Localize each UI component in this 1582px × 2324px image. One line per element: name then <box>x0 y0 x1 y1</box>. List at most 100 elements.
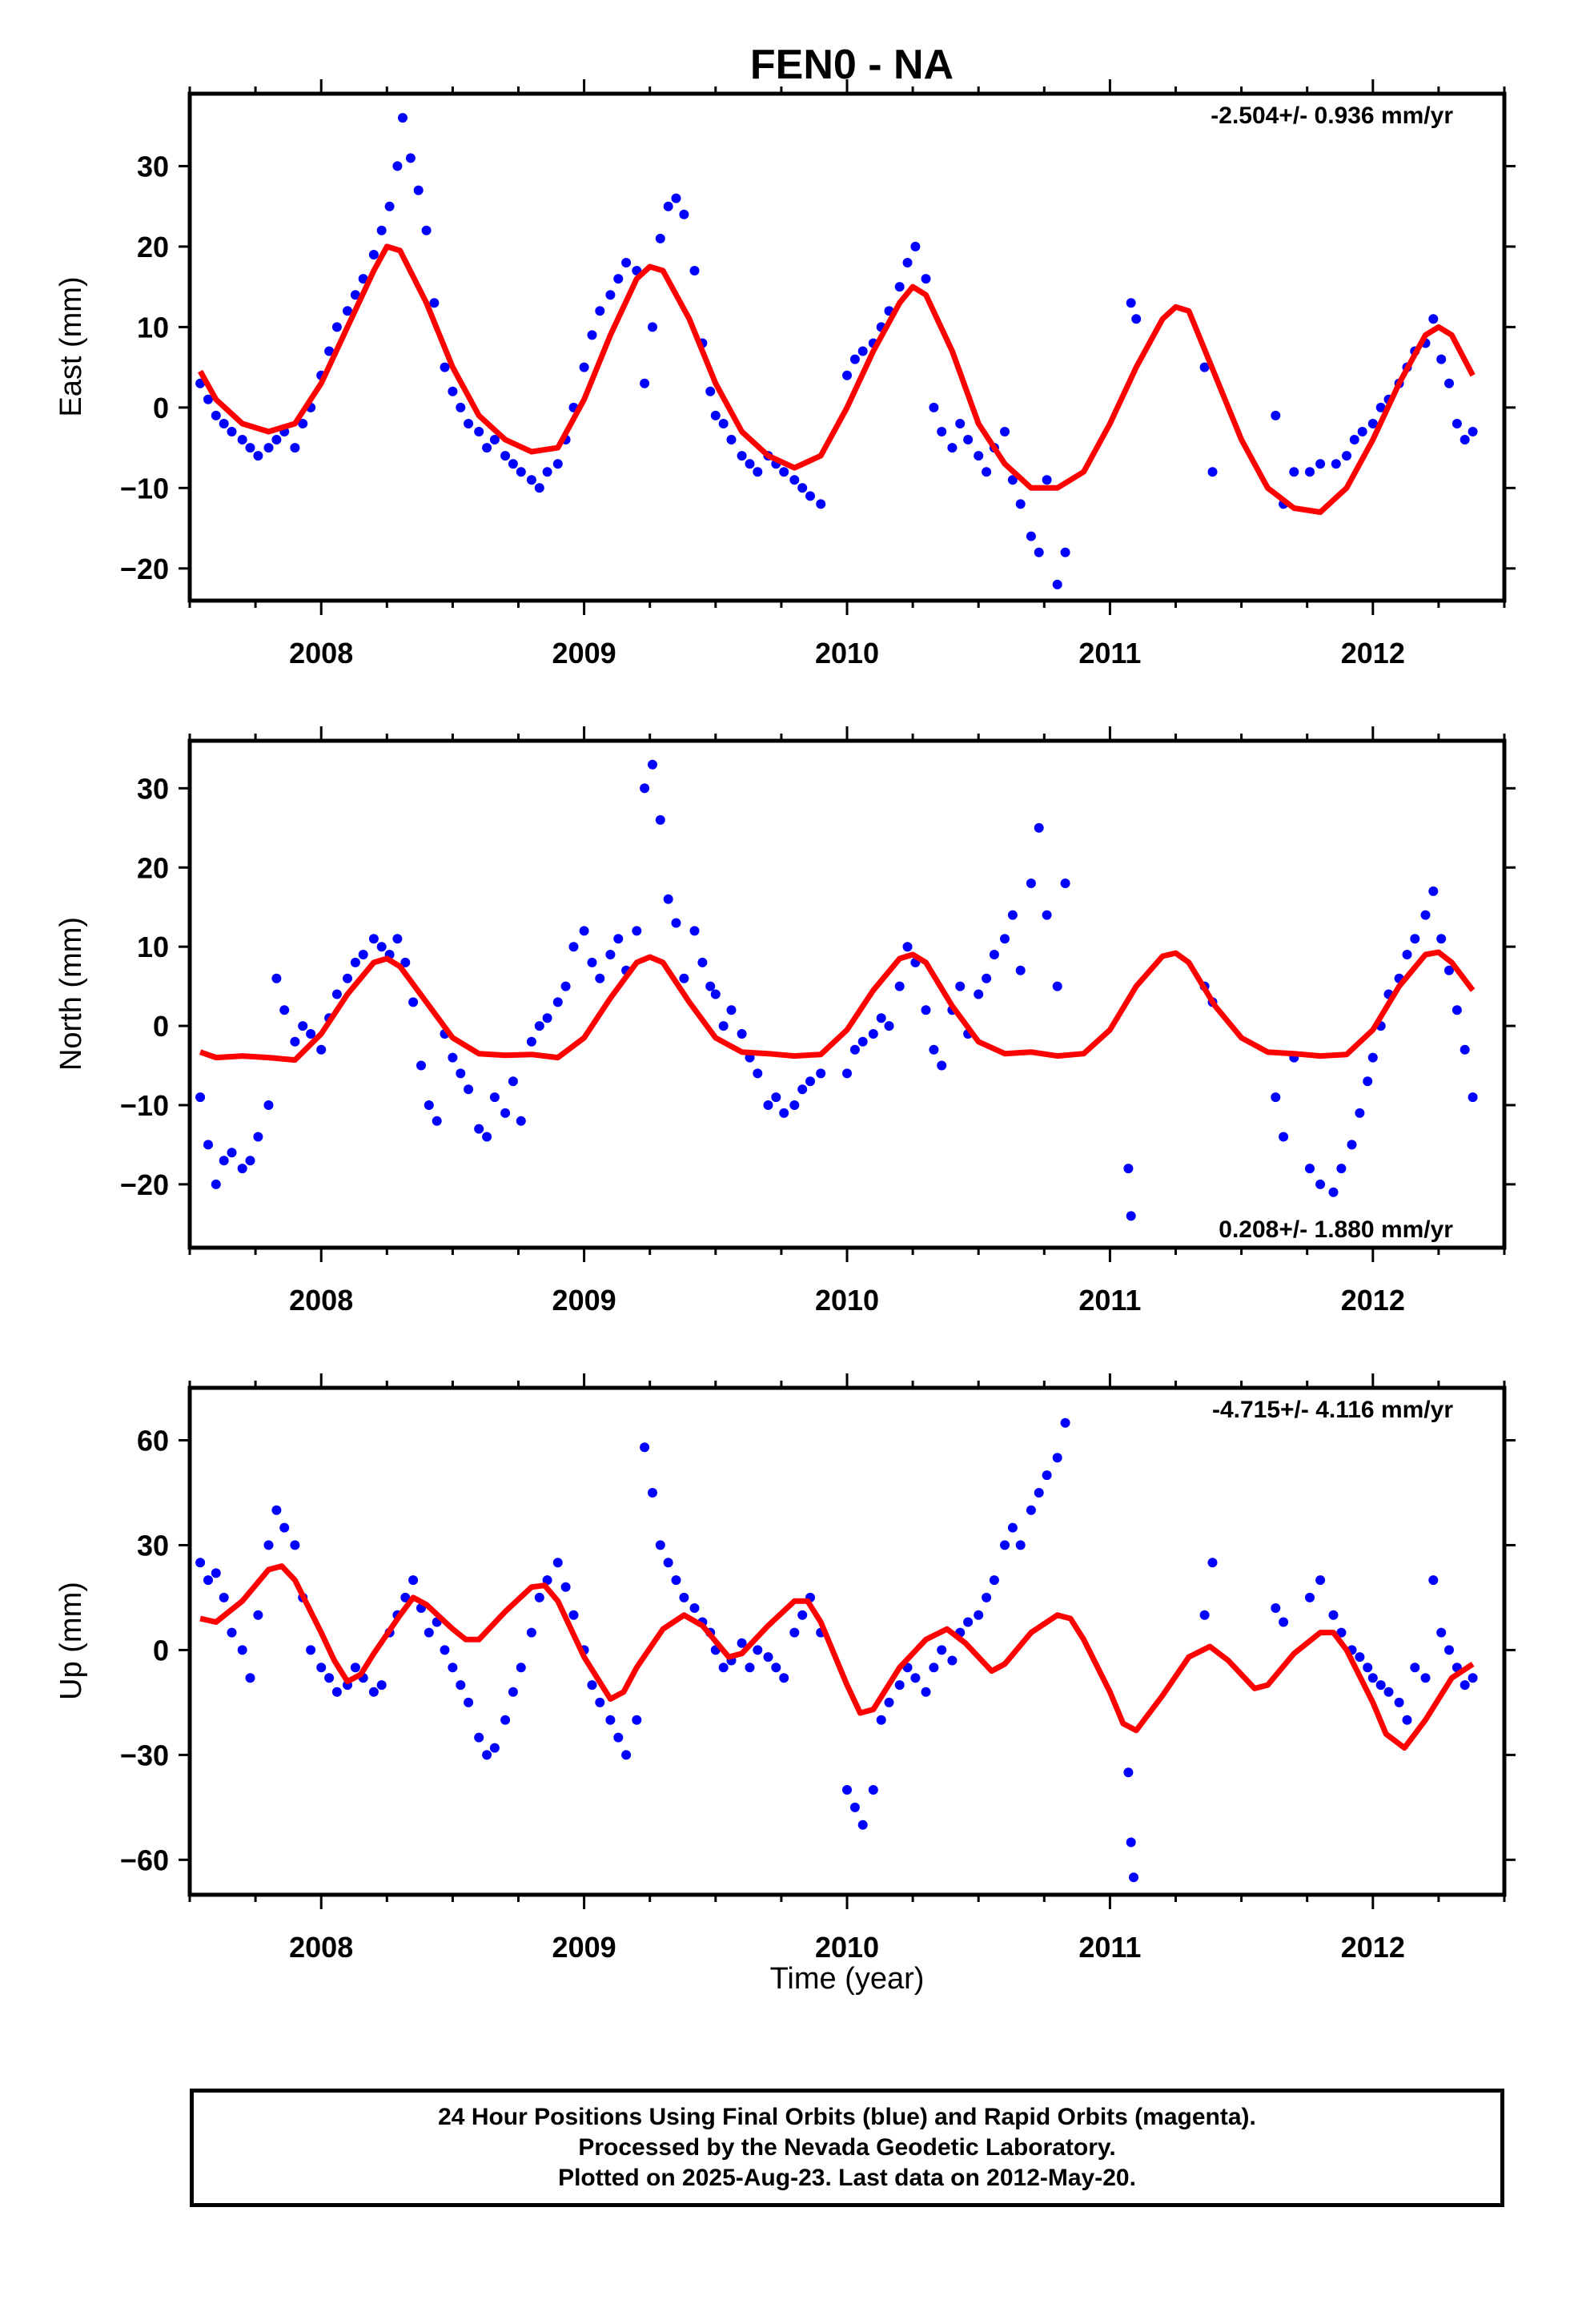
east-point-23 <box>392 161 403 171</box>
up-point-84 <box>929 1663 939 1673</box>
up-point-30 <box>448 1663 458 1673</box>
north-point-64 <box>737 1029 747 1039</box>
north-point-0 <box>195 1092 206 1103</box>
up-point-27 <box>424 1627 434 1638</box>
east-point-80 <box>894 282 905 292</box>
up-point-58 <box>689 1603 700 1613</box>
east-point-109 <box>1331 459 1341 469</box>
east-point-7 <box>253 451 263 461</box>
up-point-114 <box>1367 1673 1378 1683</box>
up-point-48 <box>605 1715 616 1725</box>
north-point-5 <box>237 1164 247 1174</box>
up-point-54 <box>655 1540 665 1550</box>
up-point-74 <box>842 1785 852 1795</box>
north-point-107 <box>1305 1164 1315 1174</box>
east-point-106 <box>1289 467 1299 477</box>
up-point-39 <box>526 1627 536 1638</box>
north-point-80 <box>894 981 905 991</box>
north-point-87 <box>955 981 966 991</box>
up-point-2 <box>211 1568 221 1578</box>
east-point-41 <box>542 467 552 477</box>
north-point-98 <box>1052 981 1062 991</box>
east-point-2 <box>211 410 221 420</box>
east-point-11 <box>290 443 300 453</box>
up-point-108 <box>1315 1575 1326 1586</box>
north-point-126 <box>1468 1092 1478 1103</box>
up-point-67 <box>763 1652 773 1663</box>
east-point-90 <box>982 467 992 477</box>
east-point-58 <box>689 266 700 275</box>
up-point-42 <box>552 1558 563 1568</box>
up-point-38 <box>516 1663 526 1673</box>
north-point-44 <box>568 942 579 952</box>
north-ytick-label-30: 30 <box>137 772 169 805</box>
east-point-73 <box>816 499 826 509</box>
up-point-34 <box>482 1750 492 1760</box>
north-point-19 <box>358 950 368 959</box>
up-point-120 <box>1420 1673 1431 1683</box>
east-point-47 <box>595 306 605 316</box>
east-point-94 <box>1015 499 1026 509</box>
east-point-63 <box>726 435 737 444</box>
up-point-33 <box>474 1732 484 1743</box>
up-point-94 <box>1015 1540 1026 1550</box>
north-point-38 <box>516 1116 526 1126</box>
east-ticks: −20 −10 0 10 20 30 2008 2009 2010 2011 2012 <box>120 79 1516 669</box>
up-xtick-label-2011: 2011 <box>1078 1931 1141 1964</box>
north-fit-line <box>199 949 1476 1063</box>
up-point-49 <box>613 1732 624 1743</box>
north-point-30 <box>448 1052 458 1063</box>
north-point-120 <box>1420 910 1431 920</box>
east-point-52 <box>640 378 650 388</box>
up-xtick-label-2009: 2009 <box>552 1931 616 1964</box>
east-point-8 <box>263 443 274 453</box>
up-point-51 <box>632 1715 642 1725</box>
north-point-39 <box>526 1036 536 1047</box>
north-point-111 <box>1347 1140 1357 1150</box>
east-point-32 <box>464 419 474 428</box>
up-point-43 <box>560 1582 571 1592</box>
east-point-28 <box>429 298 440 308</box>
north-point-37 <box>508 1076 518 1087</box>
up-point-24 <box>400 1592 411 1602</box>
north-point-16 <box>331 989 342 999</box>
east-xtick-label-2011: 2011 <box>1078 637 1141 669</box>
north-point-28 <box>432 1116 442 1126</box>
east-point-108 <box>1315 459 1326 469</box>
east-point-56 <box>671 193 681 203</box>
north-rate-label: 0.208+/- 1.880 mm/yr <box>1219 1216 1453 1243</box>
north-point-97 <box>1042 910 1052 920</box>
up-xtick-label-2008: 2008 <box>289 1931 353 1964</box>
up-point-14 <box>316 1663 327 1673</box>
up-xtick-label-2012: 2012 <box>1341 1931 1405 1964</box>
north-xtick-label-2009: 2009 <box>552 1284 616 1317</box>
east-point-64 <box>737 451 747 461</box>
east-point-62 <box>718 419 729 428</box>
north-point-92 <box>1000 934 1010 944</box>
east-point-18 <box>350 290 360 300</box>
up-point-115 <box>1375 1680 1386 1691</box>
up-point-112 <box>1355 1652 1365 1663</box>
north-point-3 <box>219 1156 229 1166</box>
up-point-7 <box>253 1610 263 1620</box>
up-point-68 <box>771 1663 781 1673</box>
up-point-76 <box>857 1819 868 1830</box>
up-point-118 <box>1402 1715 1412 1725</box>
east-point-92 <box>1000 427 1010 436</box>
north-point-53 <box>648 759 657 770</box>
north-point-32 <box>464 1084 474 1095</box>
north-point-108 <box>1315 1179 1326 1189</box>
up-point-121 <box>1428 1575 1439 1586</box>
north-point-63 <box>726 1005 737 1015</box>
north-point-61 <box>710 989 721 999</box>
north-point-18 <box>350 957 360 967</box>
east-point-20 <box>368 250 379 259</box>
north-point-70 <box>789 1100 800 1110</box>
east-point-88 <box>963 435 974 444</box>
up-point-106 <box>1279 1617 1289 1627</box>
up-point-105 <box>1271 1603 1281 1613</box>
up-point-85 <box>937 1645 947 1655</box>
up-point-123 <box>1444 1645 1454 1655</box>
east-frame <box>187 91 1507 603</box>
